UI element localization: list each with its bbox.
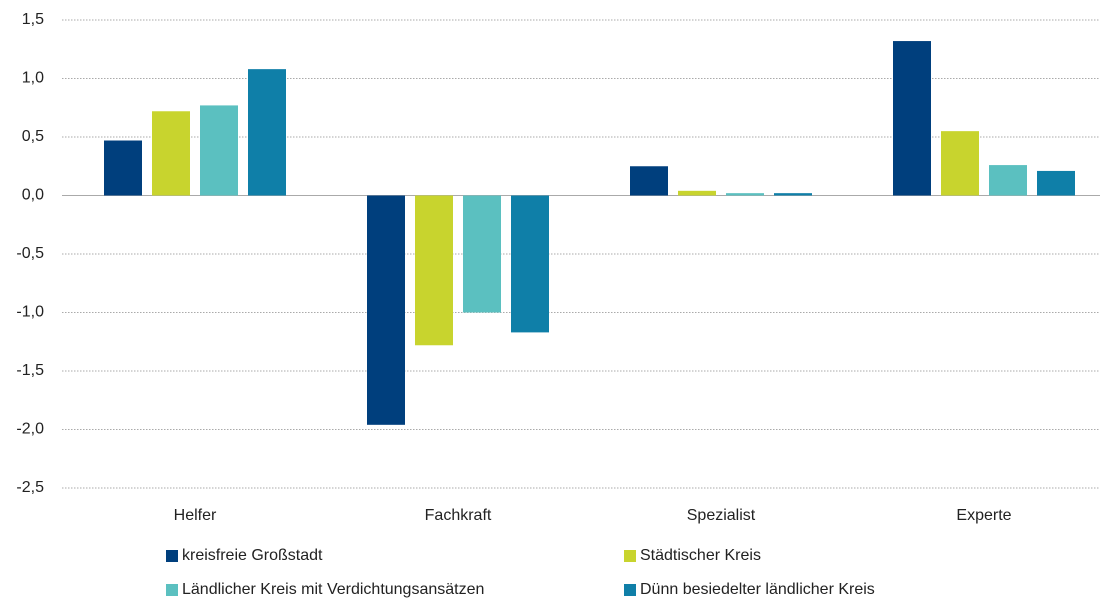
bar [367,195,405,425]
bar [415,195,453,346]
x-tick-label: Helfer [174,507,217,524]
x-tick-label: Experte [956,507,1011,524]
bar [152,111,190,196]
bar [248,69,286,196]
bar [893,41,931,196]
y-tick-label: -2,5 [16,479,44,496]
bar [774,193,812,196]
bar [1037,170,1075,196]
bar [200,105,238,196]
legend-swatch [624,550,636,562]
bar [463,195,501,313]
y-tick-label: 1,0 [22,70,44,87]
bar [989,165,1027,196]
y-tick-label: -2,0 [16,421,44,438]
bar [104,140,142,196]
bar [511,195,549,333]
y-tick-label: -0,5 [16,245,44,262]
bar [726,193,764,196]
legend-label: Dünn besiedelter ländlicher Kreis [640,581,875,598]
legend-swatch [166,550,178,562]
y-tick-label: -1,0 [16,304,44,321]
bar [678,190,716,196]
legend-swatch [166,584,178,596]
x-tick-label: Spezialist [687,507,756,524]
y-tick-label: 0,0 [22,187,44,204]
legend-swatch [624,584,636,596]
bar [941,131,979,196]
legend-label: kreisfreie Großstadt [182,547,323,564]
bar [630,166,668,196]
y-tick-label: -1,5 [16,362,44,379]
legend-label: Städtischer Kreis [640,547,761,564]
y-tick-label: 1,5 [22,11,44,28]
x-tick-label: Fachkraft [425,507,492,524]
y-tick-label: 0,5 [22,128,44,145]
legend-label: Ländlicher Kreis mit Verdichtungsansätze… [182,581,484,598]
